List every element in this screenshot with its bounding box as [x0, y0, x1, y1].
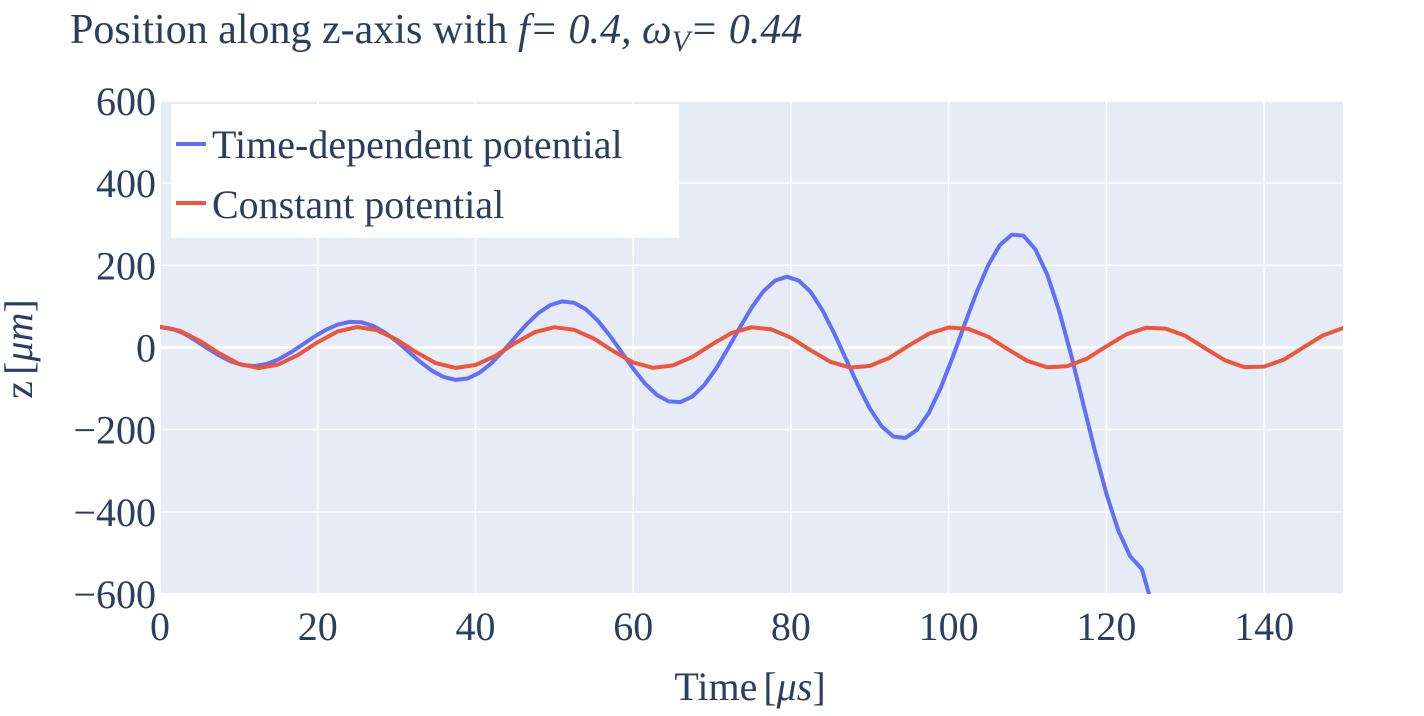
x-tick-labels: 0 20 40 60 80 100 120 140: [150, 604, 1294, 649]
series-lines: [160, 232, 1343, 594]
x-tick-label: 140: [1234, 604, 1294, 649]
x-tick-label: 60: [613, 604, 653, 649]
series-line-1: [160, 325, 1343, 370]
legend-box: [171, 104, 679, 238]
y-axis-title: z[μm]: [0, 299, 41, 398]
title-f-value: = 0.4,: [530, 7, 642, 53]
x-axis-label-text: Time: [674, 664, 757, 709]
x-axis-unit: μs: [776, 664, 813, 709]
x-tick-label: 20: [298, 604, 338, 649]
x-tick-label: 120: [1076, 604, 1136, 649]
series-line-0: [160, 232, 1151, 594]
y-tick-label: −200: [73, 408, 156, 453]
y-axis-label-text: z: [0, 381, 41, 399]
x-tick-label: 100: [919, 604, 979, 649]
y-axis-unit: μm: [0, 313, 41, 363]
legend-label-constant: Constant potential: [212, 182, 504, 227]
x-tick-label: 0: [150, 604, 170, 649]
y-tick-label: −400: [73, 490, 156, 535]
y-tick-label: 200: [96, 243, 156, 288]
title-omega-symbol: ω: [642, 7, 672, 53]
x-axis-title: Time [μs]: [674, 664, 825, 709]
title-prefix: Position along z-axis with: [70, 7, 518, 53]
y-tick-label: 400: [96, 161, 156, 206]
y-tick-labels: 600 400 200 0 −200 −400 −600: [73, 79, 156, 617]
title-omega-value: = 0.44: [690, 7, 802, 53]
x-tick-label: 40: [455, 604, 495, 649]
y-tick-label: −600: [73, 572, 156, 617]
legend: Time-dependent potential Constant potent…: [171, 104, 679, 238]
title-omega-subscript: V: [672, 25, 694, 58]
y-tick-label: 600: [96, 79, 156, 124]
legend-label-time-dependent: Time-dependent potential: [212, 122, 623, 167]
x-tick-label: 80: [771, 604, 811, 649]
chart-title: Position along z-axis with f= 0.4, ωV= 0…: [70, 7, 802, 58]
y-tick-label: 0: [136, 326, 156, 371]
gridlines: [159, 100, 1343, 595]
